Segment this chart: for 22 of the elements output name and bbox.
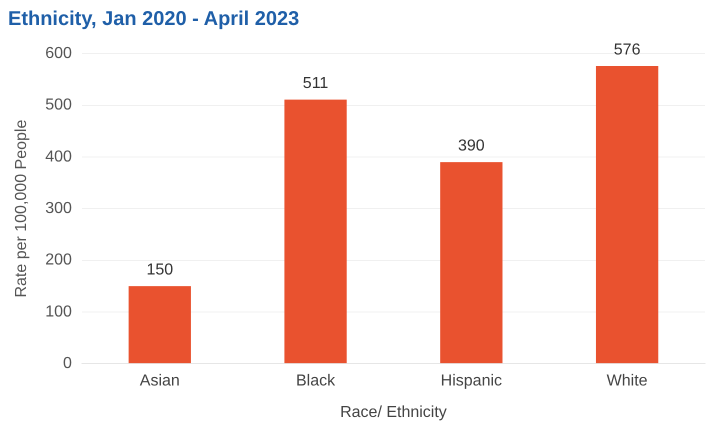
x-tick-label: White bbox=[606, 372, 648, 390]
data-label: 511 bbox=[302, 74, 328, 92]
y-tick-label: 500 bbox=[45, 96, 72, 114]
x-tick-label: Hispanic bbox=[440, 372, 502, 390]
chart-title: Ethnicity, Jan 2020 - April 2023 bbox=[8, 8, 300, 32]
data-label: 576 bbox=[614, 41, 641, 58]
x-axis-title: Race/ Ethnicity bbox=[340, 404, 447, 421]
y-tick-label: 100 bbox=[45, 303, 72, 320]
bar bbox=[128, 286, 191, 364]
data-label: 150 bbox=[146, 262, 174, 279]
x-tick-label: Asian bbox=[140, 372, 180, 390]
bar bbox=[284, 100, 347, 364]
y-tick-label: 300 bbox=[45, 200, 72, 218]
y-tick-label: 600 bbox=[45, 45, 72, 62]
y-tick-label: 400 bbox=[45, 148, 72, 166]
bar bbox=[596, 66, 658, 364]
data-label: 390 bbox=[458, 138, 485, 155]
bar bbox=[440, 162, 502, 364]
y-axis-title: Rate per 100,000 People bbox=[13, 120, 30, 298]
y-tick-label: 0 bbox=[62, 355, 72, 372]
x-tick-label: Black bbox=[296, 372, 336, 390]
y-tick-label: 200 bbox=[45, 252, 72, 269]
